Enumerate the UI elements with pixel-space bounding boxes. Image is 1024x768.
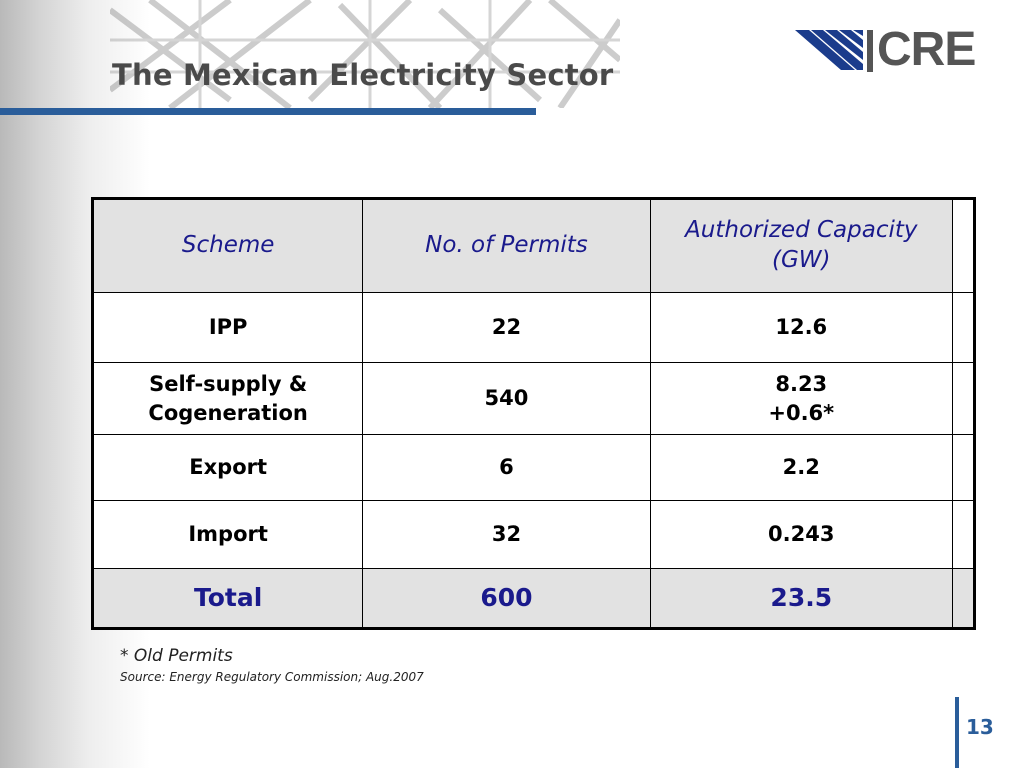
cell-permits: 22 [362, 292, 651, 363]
table-row: Self-supply & Cogeneration 540 8.23 +0.6… [91, 362, 976, 435]
slide-title: The Mexican Electricity Sector [112, 58, 614, 92]
title-underline [0, 108, 536, 115]
spacer-cell [951, 434, 976, 501]
table-total-row: Total 600 23.5 [91, 568, 976, 629]
total-permits: 600 [362, 568, 651, 629]
page-number-bar [955, 697, 959, 768]
footnote: * Old Permits [120, 646, 233, 666]
spacer-cell [951, 568, 976, 629]
cell-capacity: 2.2 [649, 434, 953, 501]
page-number: 13 [966, 715, 994, 739]
header-tower-image [110, 0, 620, 108]
cell-scheme: Import [91, 500, 364, 569]
cell-scheme: IPP [91, 292, 364, 363]
header-scheme: Scheme [91, 198, 364, 293]
cell-scheme: Self-supply & Cogeneration [91, 362, 364, 435]
header-capacity: Authorized Capacity (GW) [649, 198, 953, 293]
table-row: Export 6 2.2 [91, 434, 976, 501]
header-permits: No. of Permits [362, 198, 651, 293]
cre-logo-text: CRE [877, 23, 976, 76]
cell-capacity: 12.6 [649, 292, 953, 363]
cell-capacity: 0.243 [649, 500, 953, 569]
permits-table: Scheme No. of Permits Authorized Capacit… [91, 197, 976, 630]
cell-permits: 32 [362, 500, 651, 569]
header-capacity-text: Authorized Capacity (GW) [685, 217, 918, 273]
spacer-cell [951, 292, 976, 363]
source-note: Source: Energy Regulatory Commission; Au… [120, 670, 424, 684]
cell-permits: 6 [362, 434, 651, 501]
total-capacity: 23.5 [649, 568, 953, 629]
total-label: Total [91, 568, 364, 629]
header-spacer-cell [951, 198, 976, 293]
table-row: IPP 22 12.6 [91, 292, 976, 363]
cell-scheme-text: Self-supply & Cogeneration [148, 372, 308, 425]
cell-capacity: 8.23 +0.6* [649, 362, 953, 435]
spacer-cell [951, 362, 976, 435]
cre-logo [795, 30, 873, 72]
table-header-row: Scheme No. of Permits Authorized Capacit… [91, 198, 976, 293]
cell-permits: 540 [362, 362, 651, 435]
table-row: Import 32 0.243 [91, 500, 976, 569]
spacer-cell [951, 500, 976, 569]
cell-scheme: Export [91, 434, 364, 501]
cell-capacity-text: 8.23 +0.6* [768, 372, 835, 425]
